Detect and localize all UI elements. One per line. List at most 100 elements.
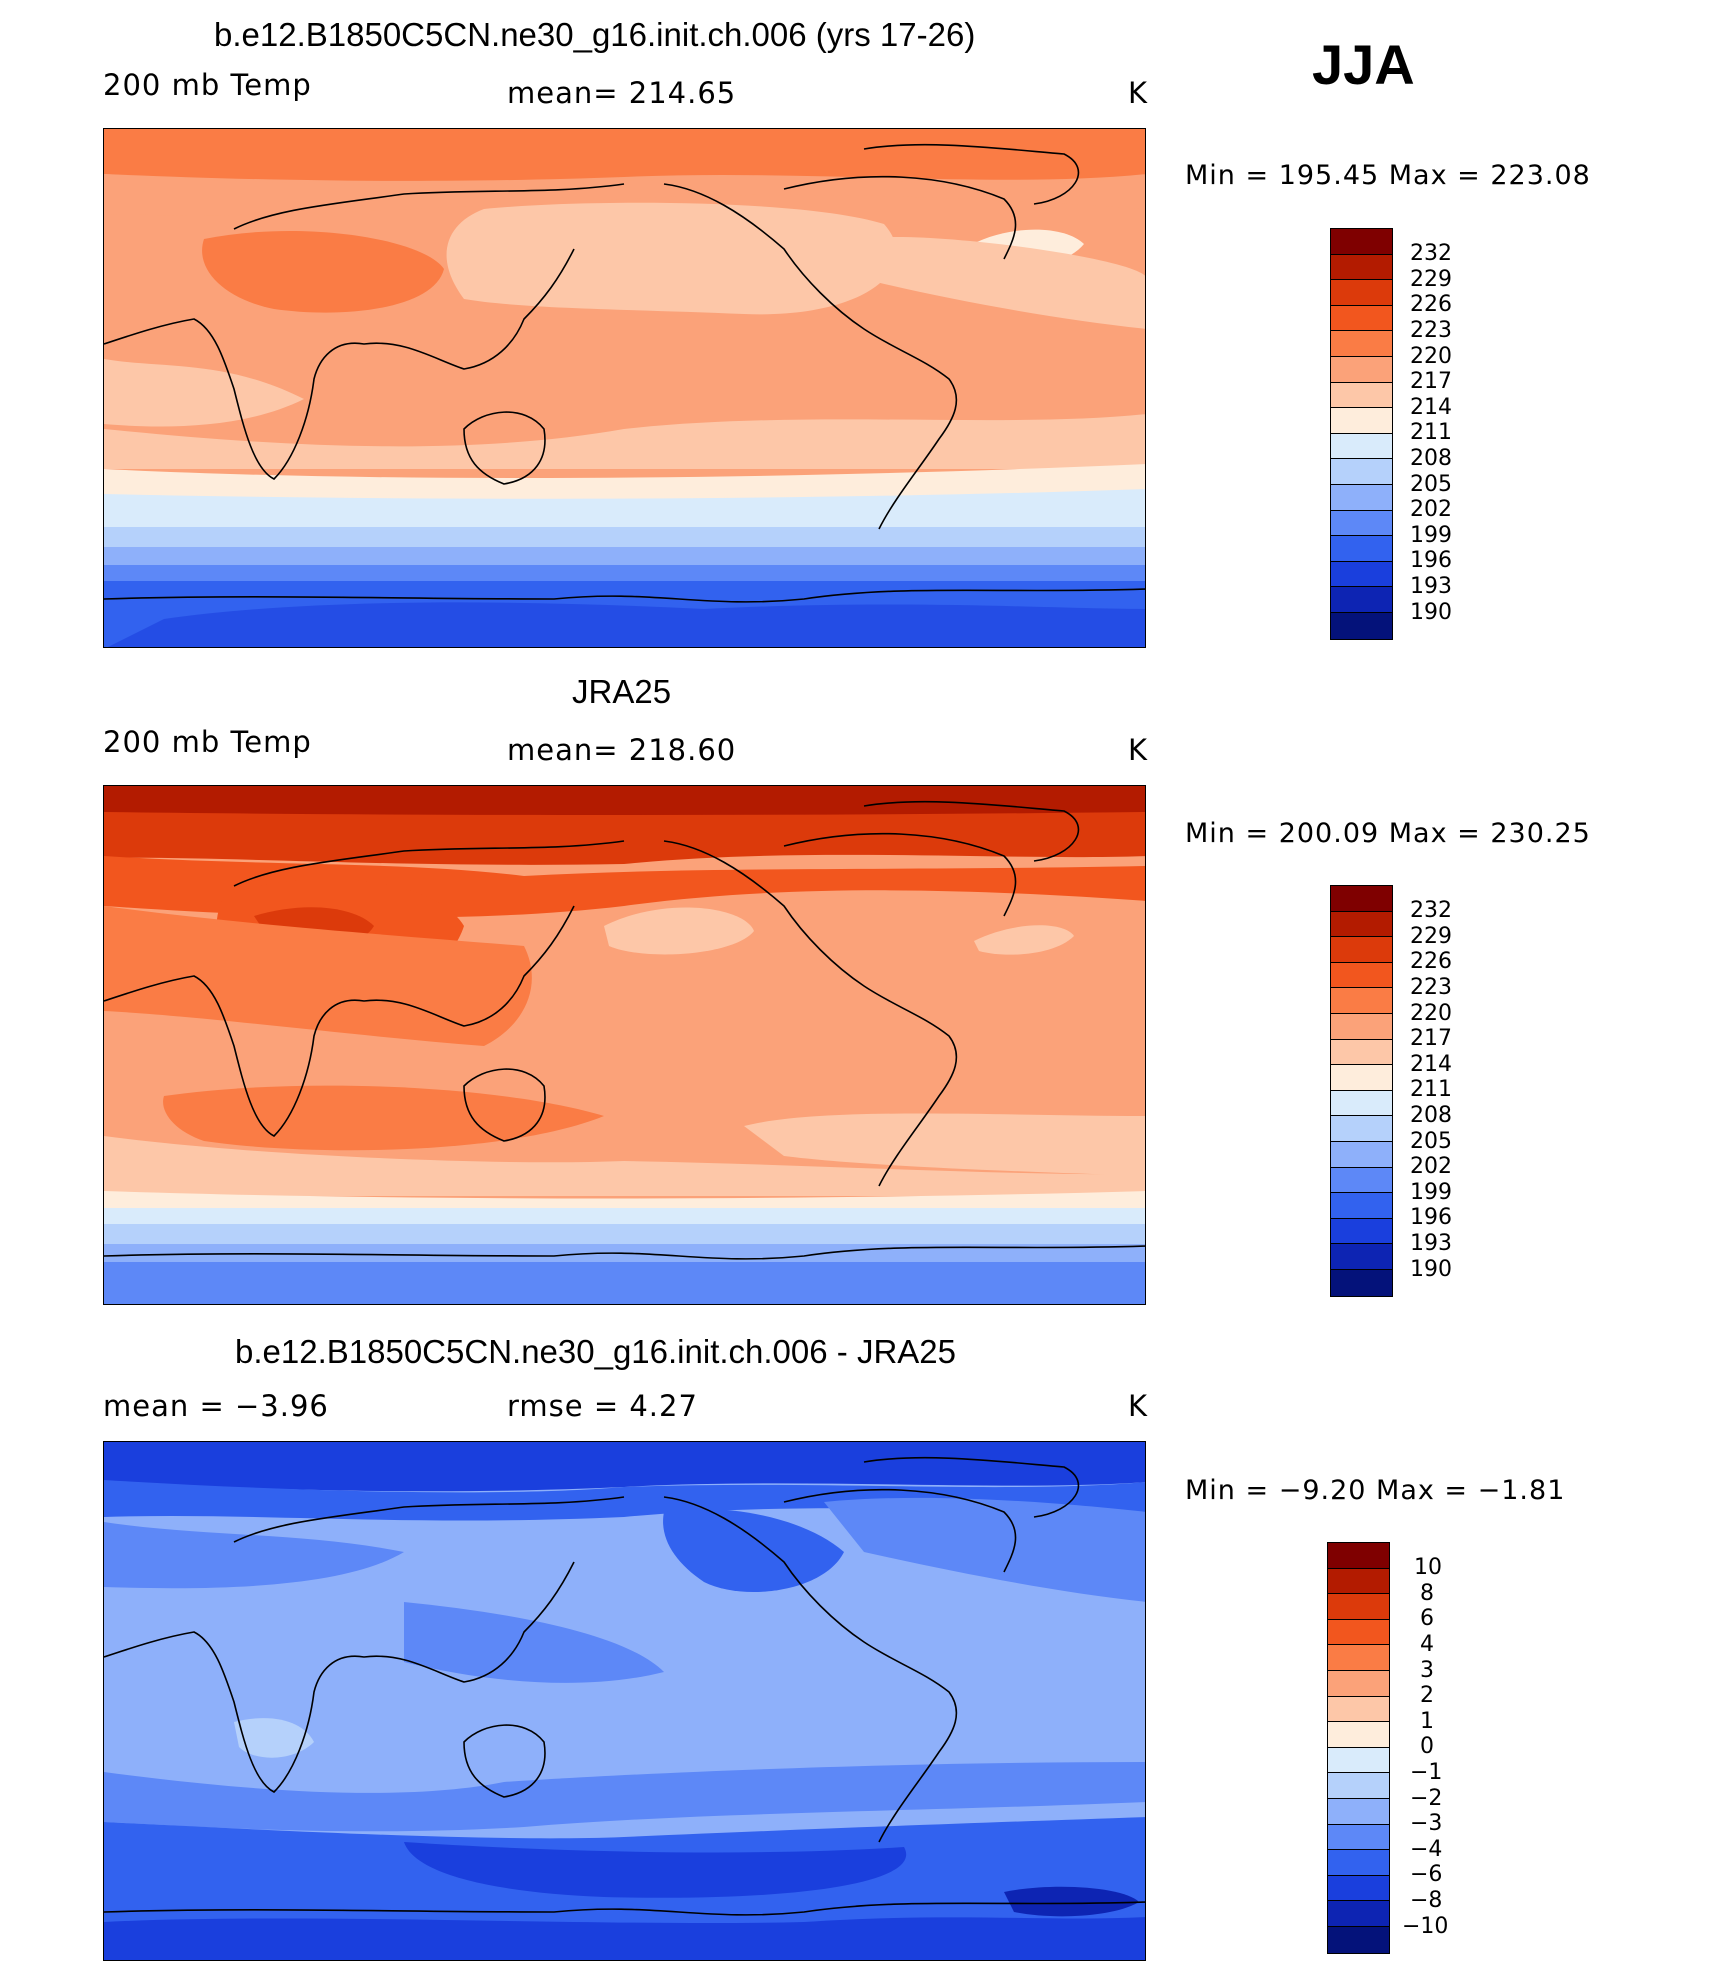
colorbar-label: 217 (1410, 1026, 1452, 1051)
colorbar-swatch (1331, 229, 1392, 255)
colorbar-label: 202 (1410, 497, 1452, 522)
colorbar-swatch (1328, 1798, 1389, 1825)
colorbar-label: 211 (1410, 1077, 1452, 1102)
panel2-mean-label: mean= 218.60 (507, 733, 737, 767)
panel1-variable-label: 200 mb Temp (103, 68, 312, 102)
colorbar-label: 214 (1410, 1052, 1452, 1077)
colorbar-label: 229 (1410, 924, 1452, 949)
colorbar-swatch (1331, 561, 1392, 588)
colorbar-swatch (1328, 1594, 1389, 1620)
colorbar-label: 208 (1410, 446, 1452, 471)
panel2-map (103, 785, 1146, 1305)
panel2-variable-label: 200 mb Temp (103, 725, 312, 759)
colorbar-label: 8 (1420, 1581, 1434, 1606)
colorbar-swatch (1331, 612, 1392, 639)
colorbar-swatch (1331, 510, 1392, 537)
colorbar-label: −8 (1410, 1888, 1443, 1913)
colorbar-label: −10 (1402, 1914, 1449, 1939)
colorbar-swatch (1331, 937, 1392, 963)
panel2-contour-plot (104, 786, 1145, 1304)
colorbar-swatch (1328, 1619, 1389, 1646)
colorbar-swatch (1331, 408, 1392, 434)
colorbar-swatch (1328, 1543, 1389, 1569)
colorbar-swatch (1331, 962, 1392, 989)
panel3-minmax-label: Min = −9.20 Max = −1.81 (1185, 1475, 1566, 1506)
panel1-map (103, 128, 1146, 648)
colorbar-swatch (1331, 1116, 1392, 1142)
panel2-units-label: K (1128, 733, 1149, 767)
colorbar-label: 229 (1410, 267, 1452, 292)
colorbar-swatch (1331, 1269, 1392, 1296)
colorbar-swatch (1331, 280, 1392, 306)
colorbar-label: 208 (1410, 1103, 1452, 1128)
colorbar-label: 211 (1410, 420, 1452, 445)
colorbar-swatch (1331, 988, 1392, 1014)
colorbar-label: 199 (1410, 1180, 1452, 1205)
colorbar-swatch (1328, 1824, 1389, 1851)
colorbar-swatch (1331, 356, 1392, 383)
panel3-units-label: K (1128, 1389, 1149, 1423)
colorbar-swatch (1331, 1244, 1392, 1270)
panel3-title: b.e12.B1850C5CN.ne30_g16.init.ch.006 - J… (235, 1333, 956, 1370)
panel1-mean-label: mean= 214.65 (507, 76, 737, 110)
season-label: JJA (1312, 33, 1415, 96)
colorbar-label: 1 (1420, 1709, 1434, 1734)
colorbar-label: 202 (1410, 1154, 1452, 1179)
colorbar-swatch (1328, 1670, 1389, 1697)
colorbar-label: 6 (1420, 1606, 1434, 1631)
colorbar-label: 3 (1420, 1658, 1434, 1683)
colorbar-swatch (1331, 305, 1392, 332)
colorbar-label: −3 (1410, 1811, 1443, 1836)
colorbar-swatch (1331, 1090, 1392, 1117)
colorbar-swatch (1331, 1167, 1392, 1194)
colorbar-label: 232 (1410, 241, 1452, 266)
colorbar-swatch (1331, 1193, 1392, 1219)
panel1-contour-plot (104, 129, 1145, 647)
panel1-units-label: K (1128, 76, 1149, 110)
colorbar-label: 226 (1410, 949, 1452, 974)
colorbar-swatch (1331, 911, 1392, 938)
panel3-mean-label: mean = −3.96 (103, 1389, 329, 1423)
colorbar-swatch (1328, 1773, 1389, 1799)
panel1-title: b.e12.B1850C5CN.ne30_g16.init.ch.006 (yr… (214, 16, 976, 53)
colorbar-swatch (1328, 1645, 1389, 1671)
colorbar-label: 196 (1410, 548, 1452, 573)
panel3-colorbar (1327, 1542, 1390, 1954)
panel1-minmax-label: Min = 195.45 Max = 223.08 (1185, 160, 1591, 191)
colorbar-swatch (1331, 484, 1392, 511)
colorbar-label: 226 (1410, 292, 1452, 317)
panel3-map (103, 1441, 1146, 1961)
colorbar-swatch (1328, 1875, 1389, 1902)
colorbar-swatch (1328, 1901, 1389, 1927)
colorbar-label: 190 (1410, 1257, 1452, 1282)
colorbar-swatch (1331, 1065, 1392, 1091)
colorbar-swatch (1331, 886, 1392, 912)
panel2-title: JRA25 (572, 673, 672, 710)
colorbar-label: 10 (1414, 1555, 1442, 1580)
colorbar-label: −1 (1410, 1760, 1443, 1785)
colorbar-swatch (1328, 1722, 1389, 1748)
panel1-colorbar (1330, 228, 1393, 640)
colorbar-label: 205 (1410, 472, 1452, 497)
colorbar-swatch (1331, 459, 1392, 485)
colorbar-swatch (1331, 536, 1392, 562)
panel3-contour-plot (104, 1442, 1145, 1960)
colorbar-label: −2 (1410, 1786, 1443, 1811)
panel2-minmax-label: Min = 200.09 Max = 230.25 (1185, 818, 1591, 849)
colorbar-swatch (1328, 1747, 1389, 1774)
colorbar-swatch (1331, 1141, 1392, 1168)
colorbar-label: 232 (1410, 898, 1452, 923)
panel3-rmse-label: rmse = 4.27 (507, 1389, 698, 1423)
colorbar-label: 220 (1410, 1001, 1452, 1026)
colorbar-label: 193 (1410, 574, 1452, 599)
colorbar-swatch (1331, 1013, 1392, 1040)
colorbar-label: 223 (1410, 975, 1452, 1000)
colorbar-label: −6 (1410, 1862, 1443, 1887)
colorbar-label: 190 (1410, 600, 1452, 625)
colorbar-label: 4 (1420, 1632, 1434, 1657)
colorbar-swatch (1331, 587, 1392, 613)
colorbar-swatch (1328, 1850, 1389, 1876)
colorbar-label: 199 (1410, 523, 1452, 548)
colorbar-label: 223 (1410, 318, 1452, 343)
colorbar-swatch (1331, 433, 1392, 460)
